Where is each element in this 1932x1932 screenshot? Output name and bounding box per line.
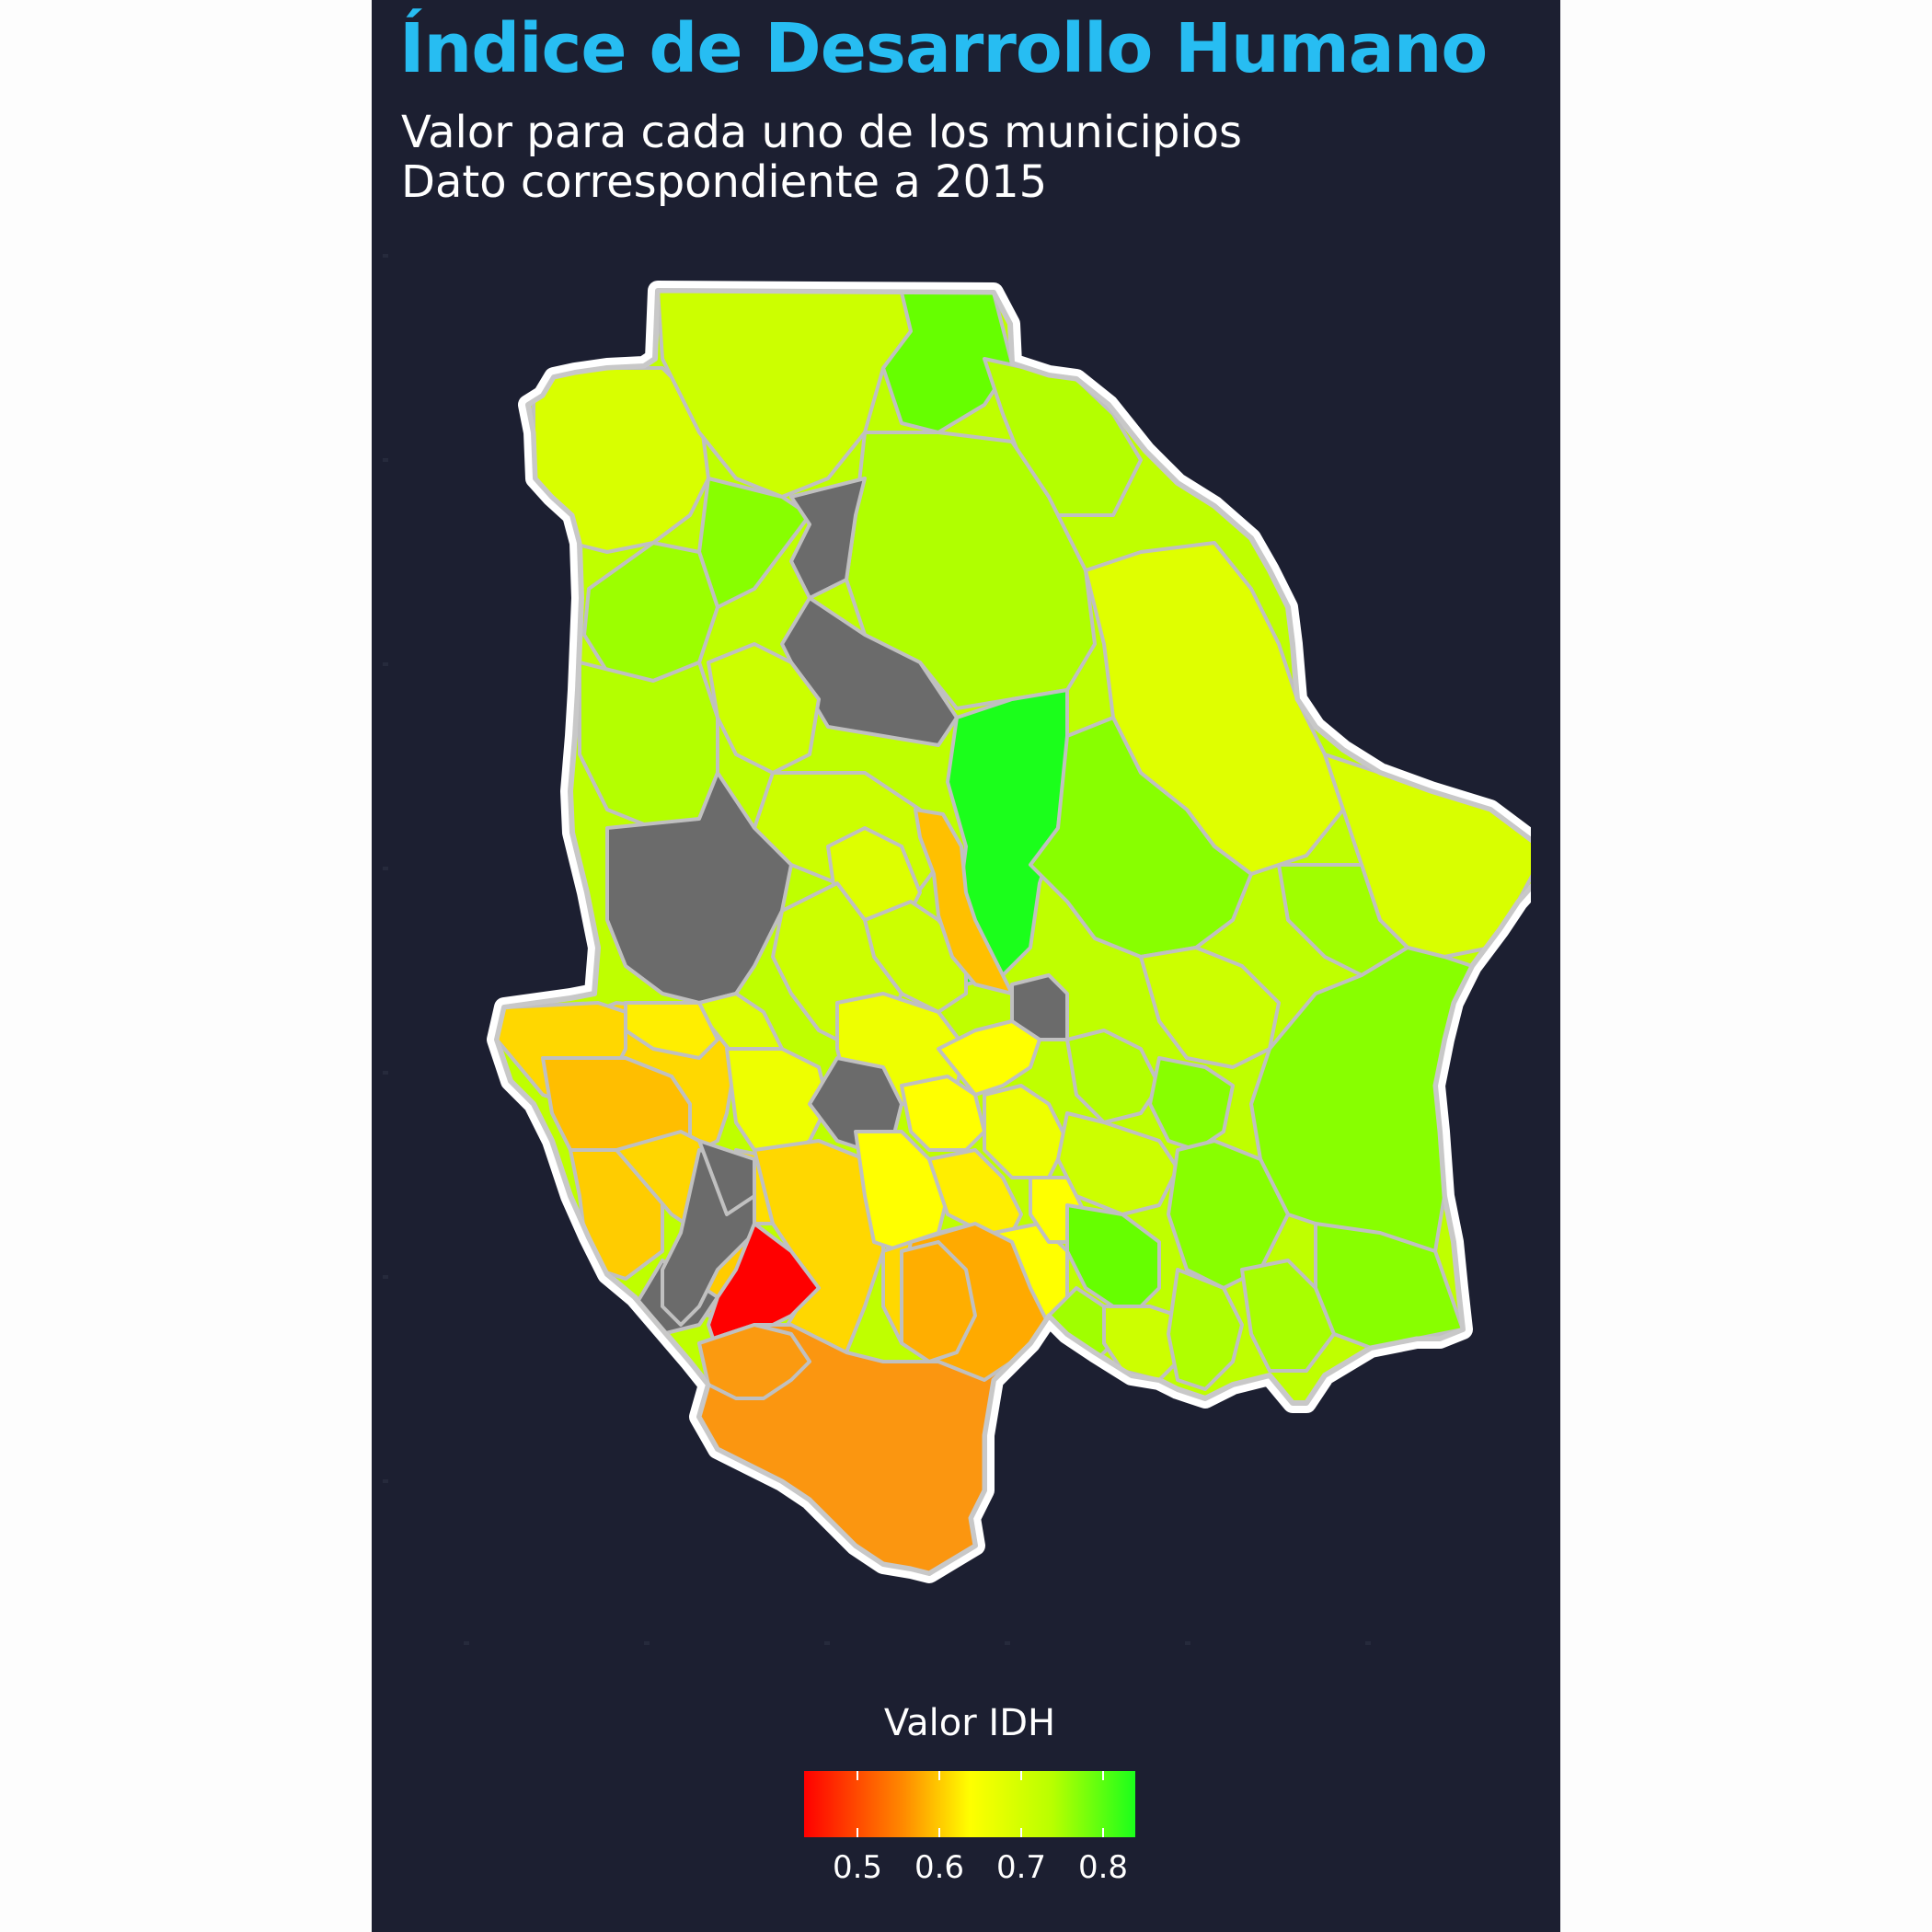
legend-title: Valor IDH [883, 1702, 1056, 1744]
legend-tick-mark [1020, 1771, 1022, 1837]
axis-tick [824, 1641, 830, 1645]
axis-tick [383, 1071, 388, 1075]
axis-tick [1185, 1641, 1190, 1645]
map-panel: Índice de Desarrollo Humano Valor para c… [372, 0, 1560, 1932]
legend-label-0-6: 0.6 [914, 1849, 965, 1886]
legend-label-0-8: 0.8 [1077, 1849, 1129, 1886]
axis-tick [383, 1275, 388, 1279]
legend-color-bar [804, 1771, 1135, 1837]
legend-label-0-5: 0.5 [832, 1849, 883, 1886]
map-subtitle-line-2: Dato correspondiente a 2015 [401, 156, 1048, 208]
axis-tick [1005, 1641, 1010, 1645]
legend-tick-mark [857, 1771, 858, 1837]
axis-tick [383, 867, 388, 870]
legend-tick-mark [1102, 1771, 1104, 1837]
axis-tick [644, 1641, 650, 1645]
map-title: Índice de Desarrollo Humano [399, 9, 1488, 88]
map-subtitle-line-1: Valor para cada uno de los municipios [401, 107, 1242, 158]
legend-label-0-7: 0.7 [995, 1849, 1047, 1886]
choropleth-map [427, 258, 1531, 1610]
axis-tick [1365, 1641, 1371, 1645]
axis-tick [383, 1479, 388, 1483]
axis-tick [383, 662, 388, 666]
legend-tick-mark [938, 1771, 940, 1837]
axis-tick [383, 254, 388, 258]
axis-tick [383, 458, 388, 462]
axis-tick [464, 1641, 469, 1645]
